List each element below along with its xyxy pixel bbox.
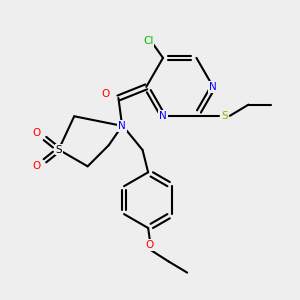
Text: O: O [32,161,40,171]
Text: N: N [118,121,126,131]
Text: S: S [56,145,62,154]
Text: N: N [209,82,217,92]
Text: S: S [221,111,228,121]
Text: Cl: Cl [143,36,153,46]
Text: O: O [32,128,40,138]
Text: O: O [101,89,110,99]
Text: O: O [146,240,154,250]
Text: N: N [159,111,167,121]
